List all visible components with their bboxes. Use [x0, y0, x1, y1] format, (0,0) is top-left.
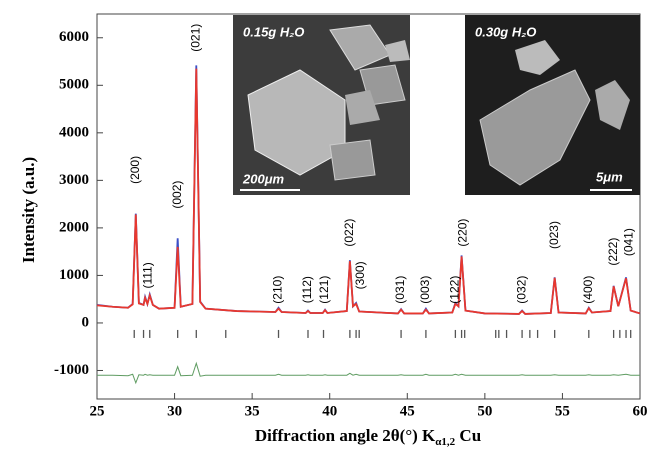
- y-tick-label: 3000: [59, 172, 89, 188]
- x-tick-label: 35: [245, 403, 260, 419]
- x-axis-label-sub: α1,2: [435, 436, 455, 448]
- peak-label: (121): [317, 276, 331, 304]
- chart: 0.15g H₂O 200μm 0.30g H₂O 5μm Intensity …: [0, 0, 650, 452]
- inset-caption: 0.15g H₂O: [243, 24, 304, 39]
- peak-label: (022): [342, 219, 356, 247]
- peak-label: (300): [353, 261, 367, 289]
- y-tick-label: 1000: [59, 267, 89, 283]
- y-tick-label: 0: [82, 314, 90, 330]
- y-tick-label: 2000: [59, 219, 89, 235]
- x-tick-label: 30: [167, 403, 182, 419]
- data-line: [97, 363, 640, 382]
- inset-image: 0.30g H₂O 5μm: [465, 15, 640, 195]
- peak-label: (220): [455, 219, 469, 247]
- x-tick-label: 60: [633, 403, 648, 419]
- inset-image: 0.15g H₂O 200μm: [233, 15, 410, 195]
- x-tick-label: 25: [90, 403, 105, 419]
- x-axis-label-end: Cu: [455, 426, 481, 445]
- peak-label: (041): [621, 228, 635, 256]
- peak-label: (111): [140, 262, 154, 288]
- inset-caption: 0.30g H₂O: [475, 24, 536, 39]
- y-tick-label: 4000: [59, 124, 89, 140]
- y-tick-label: 5000: [59, 77, 89, 93]
- x-axis-label-main: Diffraction angle 2θ(°) K: [255, 426, 436, 445]
- x-tick-label: 40: [322, 403, 337, 419]
- y-tick-label: 6000: [59, 29, 89, 45]
- x-tick-label: 50: [477, 403, 492, 419]
- x-axis-label: Diffraction angle 2θ(°) Kα1,2 Cu: [255, 426, 481, 448]
- peak-label: (122): [448, 276, 462, 304]
- peak-label: (200): [128, 156, 142, 184]
- y-tick-label: -1000: [54, 362, 89, 378]
- x-tick-label: 45: [400, 403, 415, 419]
- peak-label: (031): [393, 276, 407, 304]
- peak-label: (222): [606, 238, 620, 266]
- peak-label: (112): [300, 276, 314, 303]
- inset-scale-bar: 5μm: [596, 169, 623, 184]
- peak-label: (023): [547, 221, 561, 249]
- inset-scale-bar: 200μm: [242, 171, 285, 186]
- peak-label: (210): [271, 276, 285, 304]
- peak-label: (003): [418, 276, 432, 304]
- x-tick-label: 55: [555, 403, 570, 419]
- peak-label: (021): [188, 24, 202, 52]
- peak-label: (400): [581, 276, 595, 304]
- peak-label: (002): [170, 181, 184, 209]
- peak-label: (032): [514, 276, 528, 304]
- y-axis-label: Intensity (a.u.): [19, 157, 38, 263]
